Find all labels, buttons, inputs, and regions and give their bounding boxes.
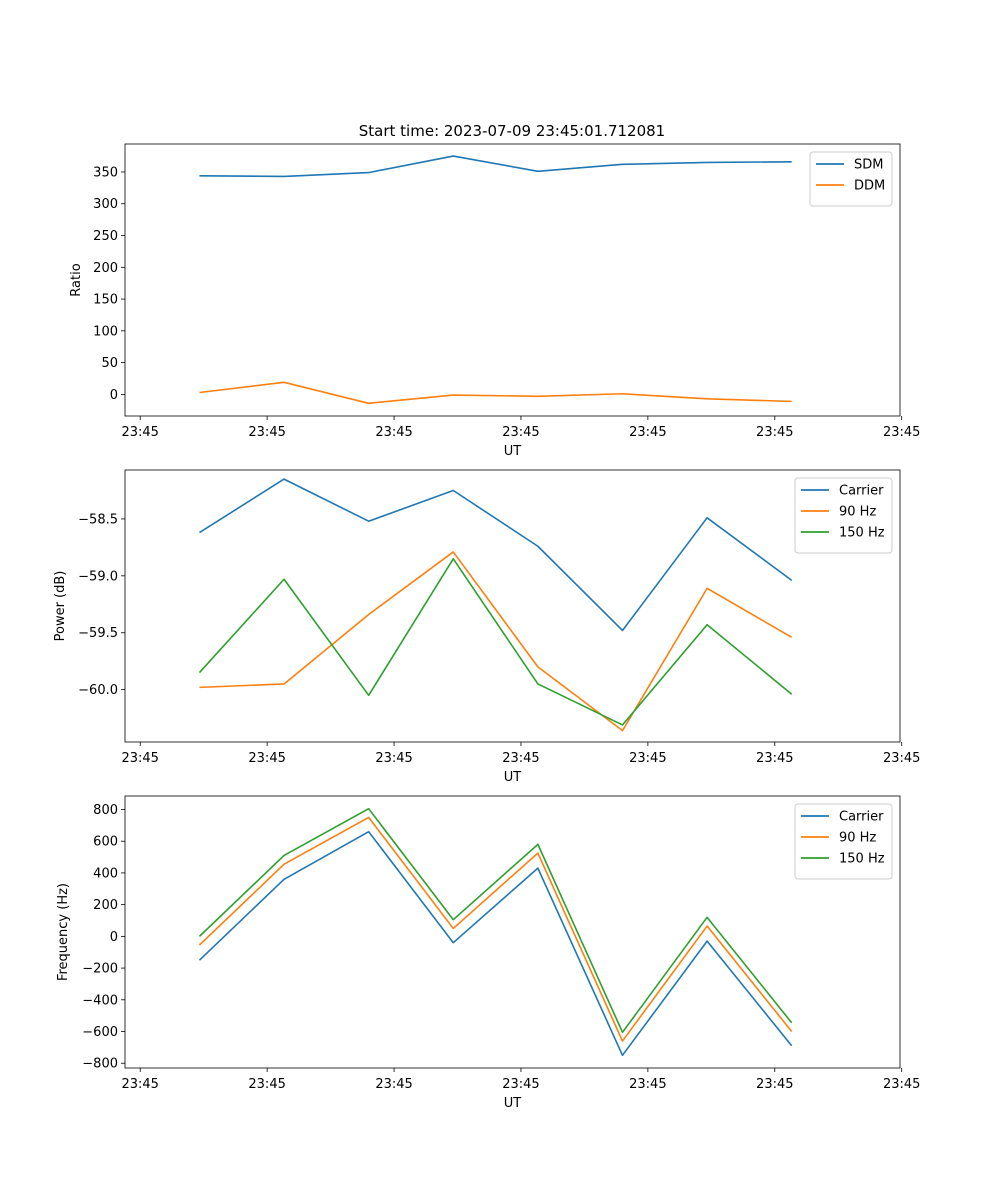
- y-tick-label: 200: [93, 898, 118, 913]
- y-tick-label: −600: [82, 1025, 118, 1040]
- x-tick-label: 23:45: [629, 1077, 666, 1092]
- x-tick-label: 23:45: [248, 1077, 285, 1092]
- series-line-90-hz: [198, 816, 793, 1042]
- y-tick-label: 300: [93, 197, 118, 212]
- x-axis-label: UT: [504, 444, 522, 459]
- x-axis-label: UT: [504, 770, 522, 785]
- legend-label: 90 Hz: [839, 831, 876, 846]
- legend-label: Carrier: [839, 810, 884, 825]
- legend-label: SDM: [854, 158, 883, 173]
- x-tick-label: 23:45: [756, 1077, 793, 1092]
- x-tick-label: 23:45: [883, 751, 920, 766]
- y-tick-label: 0: [110, 930, 118, 945]
- y-tick-label: −58.5: [78, 512, 118, 527]
- x-tick-label: 23:45: [502, 425, 539, 440]
- legend-box: [794, 803, 893, 880]
- y-tick-label: 150: [93, 293, 118, 308]
- x-tick-label: 23:45: [883, 1077, 920, 1092]
- y-tick-label: 200: [93, 261, 118, 276]
- x-tick-label: 23:45: [375, 751, 412, 766]
- x-tick-label: 23:45: [756, 425, 793, 440]
- subplot-3: 23:45 23:45 23:45 23:45 23:45 23:45 23:45−800−…: [56, 795, 920, 1111]
- x-tick-label: 23:45: [756, 751, 793, 766]
- y-axis-label: Ratio: [69, 263, 84, 296]
- legend-label: DDM: [854, 179, 885, 194]
- y-tick-label: −200: [82, 962, 118, 977]
- series-line-carrier: [199, 478, 793, 632]
- y-tick-label: 400: [93, 866, 118, 881]
- series-line-carrier: [198, 830, 793, 1057]
- legend-label: 150 Hz: [839, 852, 885, 867]
- legend: Carrier 90 Hz 150 Hz: [794, 803, 893, 880]
- x-tick-label: 23:45: [629, 425, 666, 440]
- axes-frame: [124, 469, 901, 743]
- y-axis-label: Frequency (Hz): [56, 883, 71, 981]
- y-tick-label: 600: [93, 835, 118, 850]
- plots-container: 23:45 23:45 23:45 23:45 23:45 23:45 23:45 0 50 10…: [53, 143, 920, 1111]
- legend-box: [809, 151, 893, 207]
- y-tick-label: 0: [110, 388, 118, 403]
- subplot-2: 23:45 23:45 23:45 23:45 23:45 23:45 23:45 −60.0…: [53, 469, 920, 785]
- legend: SDM DDM: [809, 151, 893, 207]
- x-tick-label: 23:45: [375, 1077, 412, 1092]
- y-tick-label: 800: [93, 803, 118, 818]
- y-tick-label: −59.5: [78, 626, 118, 641]
- series-line-150-hz: [198, 557, 793, 726]
- x-tick-label: 23:45: [883, 425, 920, 440]
- x-tick-label: 23:45: [121, 425, 158, 440]
- x-tick-label: 23:45: [248, 425, 285, 440]
- series-line-ddm: [199, 381, 792, 405]
- x-tick-label: 23:45: [629, 751, 666, 766]
- series-line-150-hz: [198, 807, 793, 1034]
- legend-label: 150 Hz: [839, 526, 885, 541]
- y-tick-label: −800: [82, 1057, 118, 1072]
- subplot-1: 23:45 23:45 23:45 23:45 23:45 23:45 23:45 0 50 10…: [69, 143, 920, 459]
- y-tick-label: −400: [82, 993, 118, 1008]
- legend-box: [794, 477, 893, 554]
- legend: Carrier 90 Hz 150 Hz: [794, 477, 893, 554]
- axes-frame: [124, 795, 901, 1069]
- x-tick-label: 23:45: [121, 1077, 158, 1092]
- y-axis-label: Power (dB): [53, 571, 68, 642]
- series-line-sdm: [199, 155, 792, 178]
- x-tick-label: 23:45: [248, 751, 285, 766]
- x-tick-label: 23:45: [502, 1077, 539, 1092]
- y-tick-label: 100: [93, 324, 118, 339]
- series-line-90-hz: [199, 551, 793, 732]
- y-tick-label: 350: [93, 165, 118, 180]
- legend-label: Carrier: [839, 484, 884, 499]
- y-tick-label: 50: [101, 356, 118, 371]
- x-tick-label: 23:45: [502, 751, 539, 766]
- legend-label: 90 Hz: [839, 505, 876, 520]
- y-tick-label: 250: [93, 229, 118, 244]
- x-tick-label: 23:45: [121, 751, 158, 766]
- figure-title: Start time: 2023-07-09 23:45:01.712081: [359, 122, 665, 140]
- x-tick-label: 23:45: [375, 425, 412, 440]
- y-tick-label: −59.0: [78, 569, 118, 584]
- axes-frame: [124, 143, 901, 417]
- y-tick-label: −60.0: [78, 683, 118, 698]
- x-axis-label: UT: [504, 1096, 522, 1111]
